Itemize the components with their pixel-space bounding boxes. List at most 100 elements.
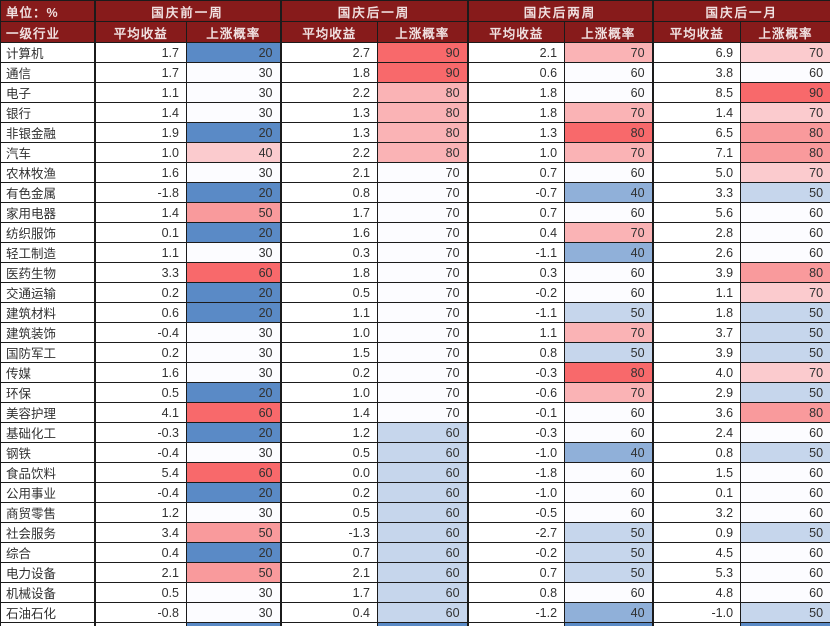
up-prob-cell: 20 (185, 542, 282, 563)
up-prob-cell: 60 (377, 522, 469, 543)
up-prob-cell: 60 (740, 422, 830, 443)
header-row-subheaders: 一级行业 平均收益 上涨概率 平均收益 上涨概率 平均收益 上涨概率 平均收益 … (0, 21, 830, 43)
up-prob-cell: 60 (377, 422, 469, 443)
table-row: 机械设备 0.5 30 1.7 60 0.8 60 4.8 60 (0, 582, 830, 603)
up-prob-cell: 20 (185, 422, 282, 443)
avg-return-cell: 0.7 (466, 202, 566, 223)
avg-return-cell: 2.1 (279, 162, 379, 183)
avg-return-cell: 1.6 (93, 162, 187, 183)
table-row: 农林牧渔 1.6 30 2.1 70 0.7 60 5.0 70 (0, 162, 830, 183)
avg-return-cell: 0.4 (466, 222, 566, 243)
avg-return-cell: 1.5 (279, 342, 379, 363)
up-prob-cell: 30 (185, 82, 282, 103)
avg-return-cell: 3.3 (651, 182, 742, 203)
up-prob-cell: 70 (740, 162, 830, 183)
avg-return-cell: 1.1 (466, 322, 566, 343)
avg-return-cell: 2.2 (279, 82, 379, 103)
group-header-week-before: 国庆前一周 (93, 0, 282, 22)
up-prob-cell: 40 (564, 182, 654, 203)
up-prob-cell: 60 (185, 402, 282, 423)
avg-return-cell: 0.5 (93, 382, 187, 403)
up-prob-cell: 60 (564, 582, 654, 603)
up-prob-cell: 50 (564, 562, 654, 583)
avg-return-cell: 1.1 (93, 82, 187, 103)
up-prob-cell: 30 (185, 442, 282, 463)
avg-return-cell: 4.8 (651, 582, 742, 603)
up-prob-cell: 60 (377, 602, 469, 623)
avg-return-cell: -0.2 (466, 282, 566, 303)
industry-name: 综合 (0, 542, 95, 563)
avg-return-cell: 0.5 (279, 442, 379, 463)
group-header-two-weeks-after: 国庆后两周 (466, 0, 654, 22)
avg-return-cell: 1.8 (466, 102, 566, 123)
up-prob-cell: 70 (740, 42, 830, 63)
industry-name: 基础化工 (0, 422, 95, 443)
industry-name: 家用电器 (0, 202, 95, 223)
avg-return-cell: 0.5 (279, 502, 379, 523)
up-prob-cell: 60 (377, 542, 469, 563)
up-prob-cell: 60 (740, 582, 830, 603)
avg-return-cell: 6.5 (651, 122, 742, 143)
avg-return-cell: -2.7 (466, 522, 566, 543)
up-prob-cell: 90 (740, 82, 830, 103)
up-prob-cell: 50 (740, 602, 830, 623)
avg-return-cell: 2.1 (279, 562, 379, 583)
avg-return-cell: 0.1 (93, 222, 187, 243)
up-prob-cell: 80 (377, 122, 469, 143)
up-prob-cell: 50 (564, 342, 654, 363)
up-prob-cell: 60 (564, 82, 654, 103)
up-prob-cell: 20 (185, 622, 282, 626)
up-prob-cell: 30 (185, 502, 282, 523)
avg-return-cell: 1.0 (279, 382, 379, 403)
avg-return-cell: 6.9 (651, 42, 742, 63)
avg-return-cell: 1.7 (93, 42, 187, 63)
avg-return-cell: 0.2 (93, 342, 187, 363)
up-prob-cell: 80 (564, 122, 654, 143)
avg-return-cell: 0.6 (93, 302, 187, 323)
avg-return-cell: 1.1 (279, 302, 379, 323)
avg-return-cell: 0.7 (466, 162, 566, 183)
up-prob-cell: 30 (185, 162, 282, 183)
avg-return-cell: 0.8 (651, 442, 742, 463)
table-row: 电子 1.1 30 2.2 80 1.8 60 8.5 90 (0, 82, 830, 103)
avg-return-cell: 7.1 (651, 142, 742, 163)
subheader-avg-return-1: 平均收益 (93, 21, 187, 43)
industry-name: 传媒 (0, 362, 95, 383)
up-prob-cell: 30 (185, 582, 282, 603)
avg-return-cell: -1.1 (466, 242, 566, 263)
avg-return-cell: 0.7 (279, 542, 379, 563)
up-prob-cell: 60 (377, 502, 469, 523)
avg-return-cell: 1.3 (279, 122, 379, 143)
up-prob-cell: 50 (185, 562, 282, 583)
avg-return-cell: 1.4 (93, 102, 187, 123)
up-prob-cell: 30 (185, 602, 282, 623)
avg-return-cell: 1.4 (279, 402, 379, 423)
up-prob-cell: 70 (740, 282, 830, 303)
up-prob-cell: 70 (377, 222, 469, 243)
avg-return-cell: 0.8 (466, 582, 566, 603)
up-prob-cell: 70 (740, 362, 830, 383)
avg-return-cell: 1.0 (279, 322, 379, 343)
avg-return-cell: -0.7 (466, 182, 566, 203)
up-prob-cell: 40 (377, 622, 469, 626)
up-prob-cell: 60 (377, 462, 469, 483)
table-row: 石油石化 -0.8 30 0.4 60 -1.2 40 -1.0 50 (0, 602, 830, 623)
up-prob-cell: 60 (185, 262, 282, 283)
avg-return-cell: 0.0 (279, 462, 379, 483)
up-prob-cell: 20 (185, 282, 282, 303)
up-prob-cell: 60 (564, 282, 654, 303)
up-prob-cell: 70 (377, 302, 469, 323)
up-prob-cell: 50 (740, 522, 830, 543)
up-prob-cell: 30 (564, 622, 654, 626)
table-row: 有色金属 -1.8 20 0.8 70 -0.7 40 3.3 50 (0, 182, 830, 203)
avg-return-cell: 5.4 (93, 462, 187, 483)
avg-return-cell: -0.4 (93, 442, 187, 463)
up-prob-cell: 30 (185, 242, 282, 263)
avg-return-cell: 1.9 (93, 122, 187, 143)
up-prob-cell: 60 (564, 502, 654, 523)
industry-name: 交通运输 (0, 282, 95, 303)
industry-name: 商贸零售 (0, 502, 95, 523)
avg-return-cell: 1.4 (93, 202, 187, 223)
